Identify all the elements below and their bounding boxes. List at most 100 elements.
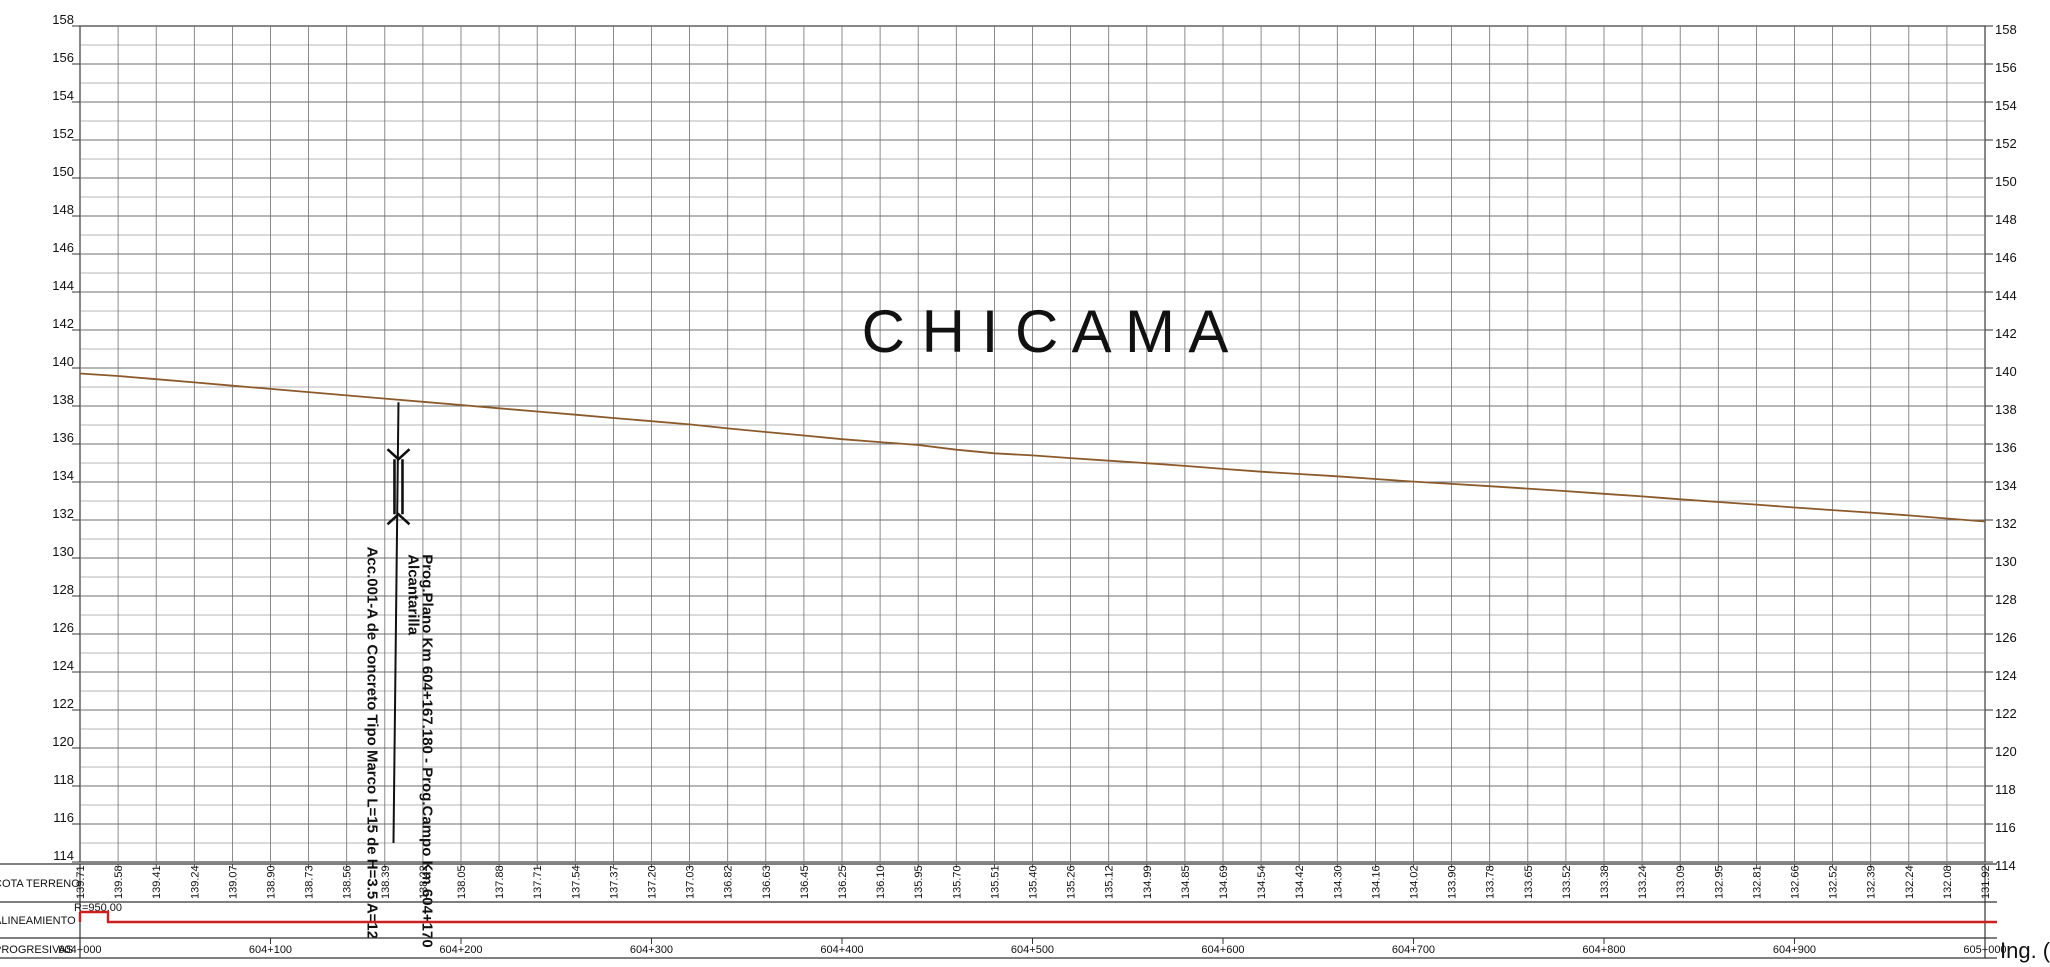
y-tick-label-right: 134: [1995, 478, 2017, 493]
y-tick-label-right: 124: [1995, 668, 2017, 683]
terrain-elevation-label: 136.45: [799, 865, 811, 899]
y-tick-label-left: 124: [52, 658, 74, 673]
y-tick-label-right: 144: [1995, 288, 2017, 303]
terrain-elevation-label: 138.05: [456, 865, 468, 899]
terrain-elevation-label: 139.58: [113, 865, 125, 899]
terrain-elevation-label: 133.38: [1599, 865, 1611, 899]
terrain-elevation-label: 134.85: [1180, 865, 1192, 899]
y-tick-label-right: 120: [1995, 744, 2017, 759]
y-tick-label-left: 126: [52, 620, 74, 635]
y-tick-label-left: 136: [52, 430, 74, 445]
y-tick-label-left: 152: [52, 126, 74, 141]
culvert-annotation-line1: Prog.Plano Km 604+167.180 - Prog.Campo K…: [418, 554, 435, 948]
terrain-elevation-label: 135.51: [989, 865, 1001, 899]
y-tick-label-right: 140: [1995, 364, 2017, 379]
terrain-elevation-label: 133.65: [1523, 865, 1535, 899]
terrain-elevation-label: 134.42: [1294, 865, 1306, 899]
terrain-elevation-label: 132.52: [1828, 865, 1840, 899]
terrain-elevation-label: 134.16: [1370, 865, 1382, 899]
y-tick-label-left: 142: [52, 316, 74, 331]
terrain-elevation-label: 139.71: [75, 865, 87, 899]
terrain-elevation-label: 137.54: [570, 865, 582, 899]
terrain-elevation-label: 139.07: [227, 865, 239, 899]
y-tick-label-left: 132: [52, 506, 74, 521]
y-tick-label-left: 148: [52, 202, 74, 217]
terrain-elevation-label: 137.88: [494, 865, 506, 899]
y-tick-label-left: 114: [53, 848, 74, 863]
row-label-progressive: PROGRESIVAS: [0, 944, 73, 956]
y-tick-label-right: 156: [1995, 60, 2017, 75]
terrain-elevation-label: 139.24: [189, 865, 201, 899]
row-label-alignment: ALINEAMIENTO: [0, 915, 76, 927]
culvert-annotation: Prog.Plano Km 604+167.180 - Prog.Campo K…: [363, 402, 435, 948]
terrain-profile-line: [79, 372, 1986, 523]
progressive-label: 604+300: [630, 944, 673, 956]
terrain-elevation-label: 135.95: [913, 865, 925, 899]
y-tick-label-right: 116: [1995, 820, 2016, 835]
y-tick-label-left: 134: [52, 468, 74, 483]
terrain-elevation-label: 133.24: [1637, 865, 1649, 899]
terrain-elevation-label: 139.41: [151, 865, 163, 899]
terrain-elevation-label: 137.71: [532, 865, 544, 899]
culvert-annotation-line3: Acc.001-A de Concreto Tipo Marco L=15 de…: [363, 547, 380, 940]
y-tick-label-right: 114: [1995, 858, 2016, 873]
terrain-elevation-label: 131.92: [1980, 865, 1992, 899]
terrain-elevation-label: 132.39: [1866, 865, 1878, 899]
y-tick-label-left: 140: [52, 354, 74, 369]
terrain-elevation-label: 136.82: [723, 865, 735, 899]
y-tick-label-right: 122: [1995, 706, 2017, 721]
y-tick-label-left: 144: [52, 278, 74, 293]
progressive-label: 604+800: [1582, 944, 1625, 956]
terrain-elevation-label: 132.81: [1751, 865, 1763, 899]
y-tick-label-right: 146: [1995, 250, 2017, 265]
y-tick-label-left: 158: [52, 12, 74, 27]
terrain-elevation-label: 133.09: [1675, 865, 1687, 899]
y-tick-label-left: 120: [52, 734, 74, 749]
terrain-elevation-label: 138.39: [380, 865, 392, 899]
terrain-elevation-label: 137.37: [608, 865, 620, 899]
terrain-elevation-label: 136.25: [837, 865, 849, 899]
progressive-label: 604+100: [249, 944, 292, 956]
y-tick-label-right: 142: [1995, 326, 2017, 341]
y-tick-label-left: 130: [52, 544, 74, 559]
progressive-label: 604+700: [1392, 944, 1435, 956]
alignment-line: [80, 910, 1997, 924]
y-tick-label-left: 150: [52, 164, 74, 179]
terrain-elevation-label: 138.90: [266, 865, 278, 899]
terrain-elevation-label: 135.26: [1066, 865, 1078, 899]
terrain-profile-series: [79, 372, 1986, 523]
y-tick-label-right: 158: [1995, 22, 2017, 37]
chart-title: C H I C A M A: [862, 298, 1229, 365]
y-tick-label-left: 138: [52, 392, 74, 407]
terrain-elevation-label: 137.20: [647, 865, 659, 899]
progressive-label: 604+200: [439, 944, 482, 956]
terrain-elevation-label: 138.56: [342, 865, 354, 899]
terrain-elevation-label: 134.99: [1142, 865, 1154, 899]
terrain-elevation-label: 134.69: [1218, 865, 1230, 899]
y-tick-label-right: 128: [1995, 592, 2017, 607]
culvert-marker-line: [392, 402, 400, 844]
progressive-label: 604+000: [58, 944, 101, 956]
y-tick-label-right: 150: [1995, 174, 2017, 189]
y-tick-label-left: 154: [52, 88, 74, 103]
y-tick-label-left: 116: [53, 810, 74, 825]
terrain-elevation-label: 133.52: [1561, 865, 1573, 899]
progressive-label: 604+400: [820, 944, 863, 956]
terrain-elevation-label: 135.70: [951, 865, 963, 899]
terrain-elevation-label: 134.30: [1332, 865, 1344, 899]
terrain-elevation-label: 138.22: [418, 865, 430, 899]
terrain-elevation-label: 133.78: [1485, 865, 1497, 899]
progressive-label: 605+000: [1963, 944, 2006, 956]
corner-signature-text: Ing. (: [2000, 938, 2050, 963]
terrain-elevation-label: 134.02: [1409, 865, 1421, 899]
y-tick-label-right: 138: [1995, 402, 2017, 417]
progressive-label: 604+500: [1011, 944, 1054, 956]
y-tick-label-left: 128: [52, 582, 74, 597]
terrain-elevation-label: 136.63: [761, 865, 773, 899]
profile-data-band: COTA TERRENO ALINEAMIENTO PROGRESIVAS R=…: [0, 863, 2007, 959]
y-tick-label-right: 154: [1995, 98, 2017, 113]
terrain-elevation-label: 133.90: [1447, 865, 1459, 899]
culvert-annotation-line2: Alcantarilla: [404, 554, 421, 636]
y-tick-label-right: 148: [1995, 212, 2017, 227]
